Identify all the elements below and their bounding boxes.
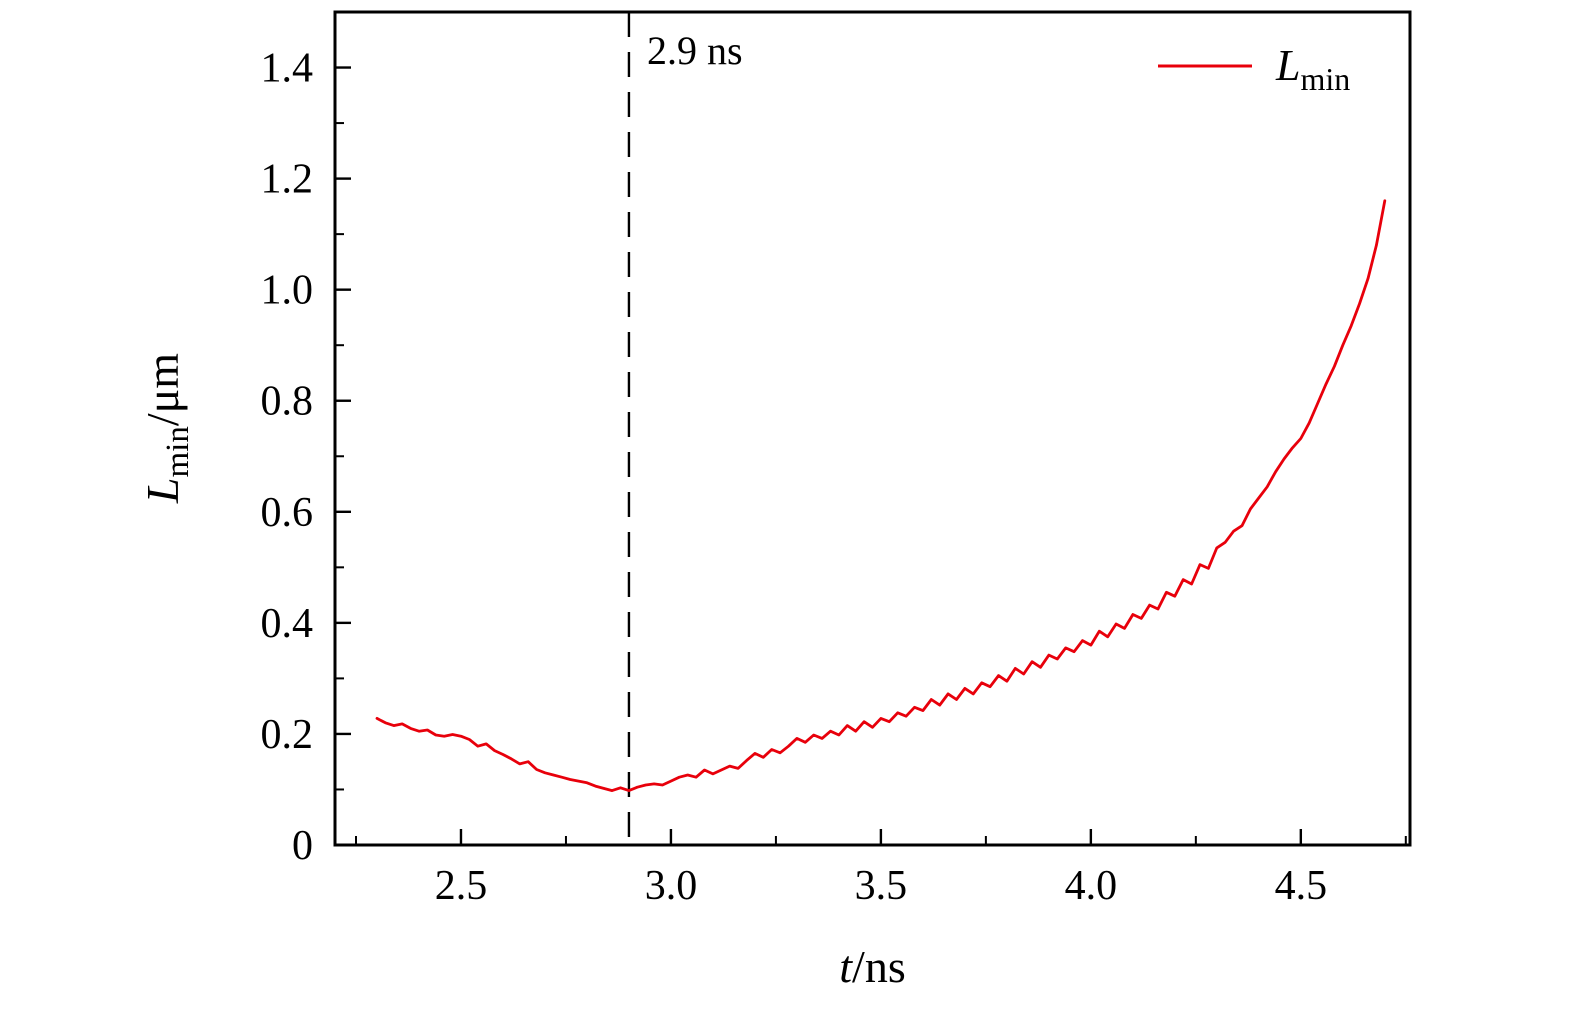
y-tick-label: 0.2 [261, 712, 314, 758]
series-line-Lmin [375, 199, 1387, 792]
y-axis-label: Lmin/μm [137, 353, 196, 504]
x-tick-label: 4.0 [1065, 863, 1118, 909]
x-tick-label: 4.5 [1275, 863, 1328, 909]
x-axis-label: t/ns [839, 941, 905, 992]
y-tick-label: 0.6 [261, 490, 314, 536]
y-tick-label: 1.2 [261, 157, 314, 203]
x-tick-label: 2.5 [435, 863, 488, 909]
annotation-label: 2.9 ns [647, 28, 743, 73]
plot-frame [333, 10, 1412, 847]
x-tick-label: 3.5 [855, 863, 908, 909]
y-tick-label: 0.4 [261, 601, 314, 647]
y-tick-label: 1.0 [261, 268, 314, 314]
legend-label: Lmin [1275, 41, 1350, 97]
y-tick-label: 1.4 [261, 46, 314, 92]
y-tick-label: 0 [292, 823, 313, 869]
x-tick-label: 3.0 [645, 863, 698, 909]
y-tick-label: 0.8 [261, 379, 314, 425]
